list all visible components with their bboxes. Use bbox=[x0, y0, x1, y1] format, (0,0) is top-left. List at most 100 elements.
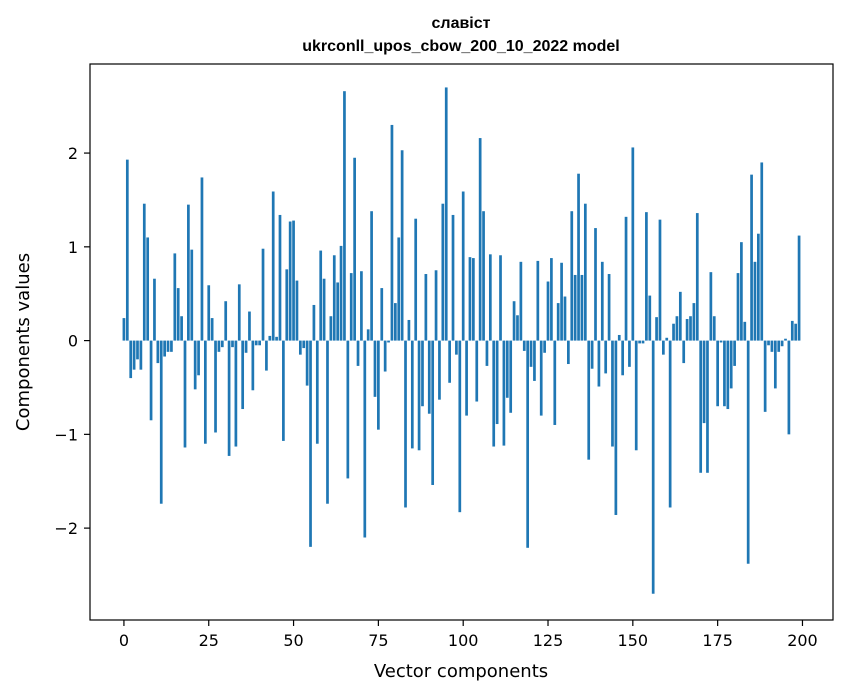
bar-188 bbox=[760, 162, 764, 341]
bar-183 bbox=[743, 321, 747, 341]
bar-71 bbox=[363, 340, 367, 538]
bar-52 bbox=[298, 340, 302, 355]
bar-126 bbox=[550, 258, 553, 341]
bar-146 bbox=[617, 334, 621, 341]
bar-59 bbox=[322, 278, 326, 341]
bar-171 bbox=[702, 340, 706, 424]
bar-182 bbox=[740, 242, 743, 341]
bar-196 bbox=[787, 340, 791, 435]
bar-139 bbox=[594, 228, 597, 341]
x-tick-label-200: 200 bbox=[787, 631, 818, 650]
bar-100 bbox=[461, 191, 465, 341]
bar-23 bbox=[200, 177, 204, 341]
bar-136 bbox=[583, 203, 587, 341]
bar-70 bbox=[360, 271, 363, 341]
x-axis-ticks: 0 25 50 75 100 125 150 175 200 bbox=[119, 620, 818, 650]
bar-111 bbox=[499, 255, 502, 341]
x-tick-label-175: 175 bbox=[702, 631, 733, 650]
bar-82 bbox=[400, 150, 404, 341]
bar-72 bbox=[366, 329, 370, 341]
bar-170 bbox=[699, 340, 703, 473]
bar-174 bbox=[712, 316, 716, 341]
bar-102 bbox=[468, 257, 472, 341]
bar-129 bbox=[560, 262, 563, 341]
bar-1 bbox=[125, 159, 129, 341]
bar-83 bbox=[404, 340, 407, 508]
y-tick-label--1: −1 bbox=[54, 425, 78, 444]
bar-124 bbox=[543, 340, 546, 353]
bar-176 bbox=[719, 340, 723, 343]
bar-108 bbox=[488, 254, 492, 341]
bar-84 bbox=[407, 319, 411, 341]
bar-113 bbox=[505, 340, 509, 398]
bar-101 bbox=[465, 340, 468, 416]
chart-title-line2: ukrconll_upos_cbow_200_10_2022 model bbox=[302, 38, 619, 55]
bar-5 bbox=[139, 340, 143, 370]
bar-96 bbox=[448, 340, 451, 383]
bar-41 bbox=[261, 248, 265, 341]
bar-32 bbox=[231, 340, 234, 348]
bar-3 bbox=[132, 340, 136, 370]
bar-26 bbox=[210, 318, 214, 341]
bar-46 bbox=[278, 214, 282, 341]
bar-14 bbox=[170, 340, 173, 352]
bar-42 bbox=[265, 340, 268, 371]
bar-64 bbox=[339, 245, 343, 341]
x-tick-label-50: 50 bbox=[283, 631, 303, 650]
bar-112 bbox=[502, 340, 506, 446]
bar-31 bbox=[227, 340, 231, 456]
bar-135 bbox=[580, 274, 584, 341]
bar-128 bbox=[556, 303, 560, 341]
bar-60 bbox=[326, 340, 329, 504]
bar-122 bbox=[536, 260, 540, 341]
bar-187 bbox=[757, 233, 760, 341]
bar-15 bbox=[173, 253, 177, 341]
bar-155 bbox=[648, 295, 652, 341]
x-axis-label: Vector components bbox=[374, 661, 548, 682]
bar-33 bbox=[234, 340, 238, 447]
bar-20 bbox=[190, 249, 194, 341]
bar-138 bbox=[590, 340, 594, 369]
bar-25 bbox=[207, 285, 211, 341]
bar-9 bbox=[153, 278, 156, 341]
bar-95 bbox=[444, 87, 448, 341]
x-tick-label-0: 0 bbox=[119, 631, 129, 650]
x-tick-label-100: 100 bbox=[448, 631, 479, 650]
bar-140 bbox=[597, 340, 601, 387]
bar-22 bbox=[197, 340, 200, 376]
bar-47 bbox=[282, 340, 285, 441]
bar-163 bbox=[675, 316, 679, 341]
bar-63 bbox=[336, 282, 340, 341]
bar-58 bbox=[319, 250, 323, 341]
bar-30 bbox=[224, 301, 228, 341]
bar-90 bbox=[427, 340, 431, 414]
bar-80 bbox=[393, 303, 397, 341]
bar-117 bbox=[519, 261, 523, 341]
bar-48 bbox=[285, 269, 289, 341]
bar-29 bbox=[220, 340, 224, 348]
bar-173 bbox=[709, 272, 713, 341]
bar-8 bbox=[149, 340, 153, 421]
bar-175 bbox=[716, 340, 719, 407]
bar-98 bbox=[455, 340, 458, 355]
bar-87 bbox=[417, 340, 421, 451]
y-axis-ticks: −2 −1 0 1 2 bbox=[54, 144, 90, 538]
bar-172 bbox=[706, 340, 709, 473]
bar-125 bbox=[546, 281, 550, 341]
bar-75 bbox=[377, 340, 380, 430]
bar-148 bbox=[624, 216, 628, 341]
bar-2 bbox=[129, 340, 133, 379]
bar-16 bbox=[176, 288, 180, 341]
y-tick-label--2: −2 bbox=[54, 519, 78, 538]
bar-103 bbox=[472, 258, 475, 341]
bar-6 bbox=[142, 203, 146, 341]
bar-40 bbox=[258, 340, 261, 346]
chart-title-line1: славіст bbox=[432, 15, 491, 32]
x-tick-label-75: 75 bbox=[368, 631, 388, 650]
bar-53 bbox=[302, 340, 306, 349]
bar-78 bbox=[387, 340, 390, 343]
bar-17 bbox=[180, 316, 183, 341]
bar-164 bbox=[678, 291, 682, 341]
bar-114 bbox=[509, 340, 513, 413]
